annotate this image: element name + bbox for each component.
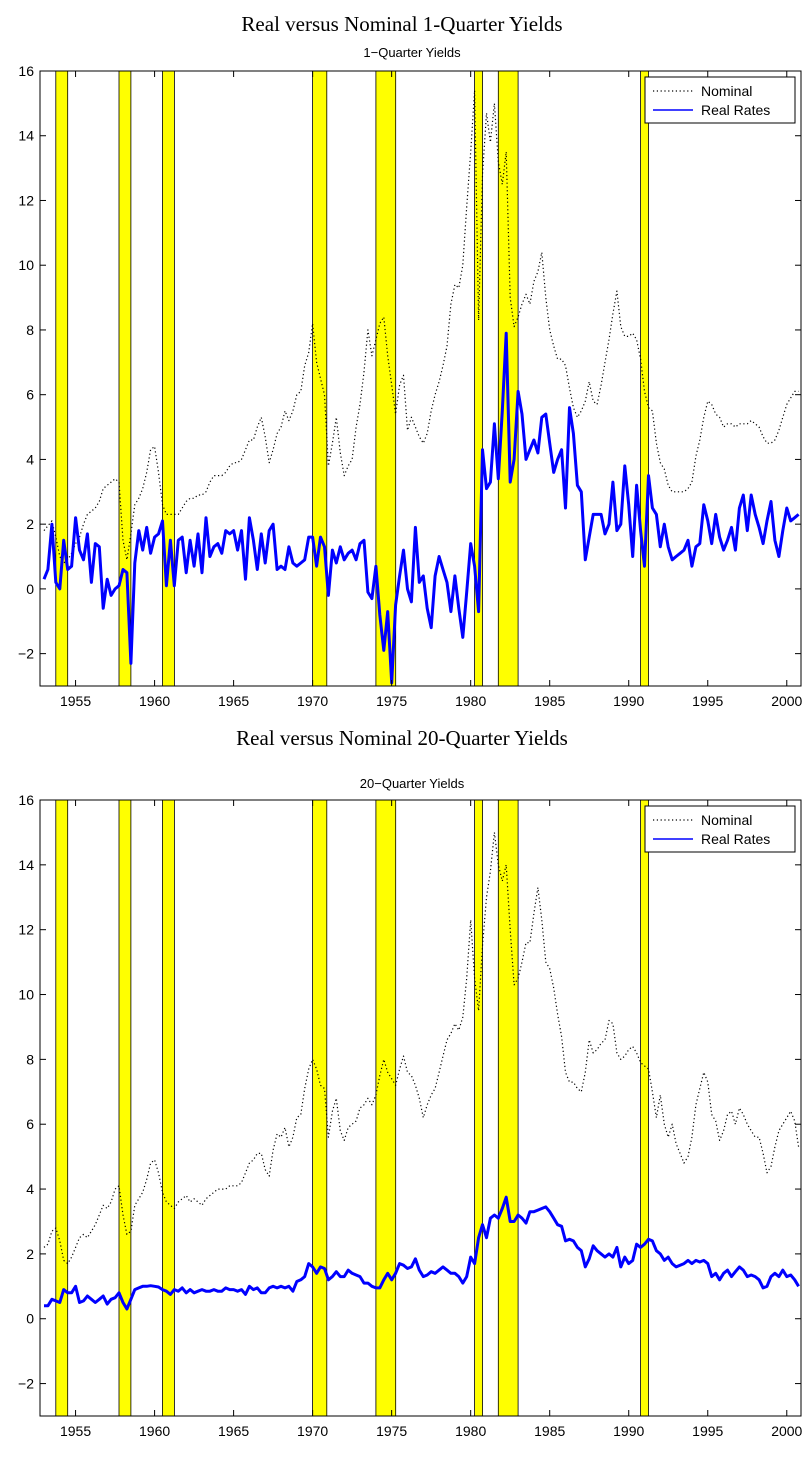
y-tick-label: 0 [26, 581, 34, 597]
x-tick-label: 1990 [613, 693, 644, 709]
recession-band [55, 70, 69, 687]
legend-label: Nominal [701, 83, 752, 99]
x-tick-label: 1965 [218, 1423, 249, 1439]
legend-label: Real Rates [701, 831, 770, 847]
panel-1-quarter: Real versus Nominal 1-Quarter Yields 1−Q… [18, 12, 803, 709]
x-tick-label: 2000 [771, 693, 802, 709]
panel-title: 1−Quarter Yields [363, 45, 461, 60]
legend-label: Real Rates [701, 102, 770, 118]
recession-band [118, 799, 132, 1417]
y-tick-label: 6 [26, 387, 34, 403]
x-tick-label: 1975 [376, 693, 407, 709]
plot-area [40, 71, 801, 686]
x-tick-label: 1970 [297, 693, 328, 709]
x-tick-label: 1960 [139, 693, 170, 709]
y-tick-label: 0 [26, 1311, 34, 1327]
axes-frame [39, 70, 802, 687]
y-tick-label: −2 [18, 1376, 34, 1392]
y-tick-label: 16 [18, 792, 34, 808]
plot-area [40, 800, 801, 1416]
x-tick-label: 1995 [692, 1423, 723, 1439]
recession-band [640, 70, 649, 687]
panel-20-quarter: Real versus Nominal 20-Quarter Yields 20… [18, 726, 803, 1439]
y-tick-label: 10 [18, 987, 34, 1003]
y-tick-label: 8 [26, 322, 34, 338]
x-tick-label: 1955 [60, 1423, 91, 1439]
recession-band [162, 70, 175, 687]
y-tick-label: 12 [18, 192, 34, 208]
legend: Nominal Real Rates [644, 805, 796, 853]
x-tick-label: 1970 [297, 1423, 328, 1439]
y-tick-label: 12 [18, 922, 34, 938]
x-tick-label: 1980 [455, 693, 486, 709]
recession-band [640, 799, 649, 1417]
y-tick-label: −2 [18, 646, 34, 662]
recession-band [312, 799, 328, 1417]
recession-band [162, 799, 175, 1417]
nominal-line [43, 831, 800, 1265]
x-tick-label: 2000 [771, 1423, 802, 1439]
recession-band [375, 799, 397, 1417]
y-tick-label: 2 [26, 1246, 34, 1262]
legend-label: Nominal [701, 812, 752, 828]
recession-band [312, 70, 328, 687]
x-tick-label: 1995 [692, 693, 723, 709]
legend-box [644, 76, 796, 124]
panel-title: 20−Quarter Yields [360, 776, 465, 791]
y-tick-label: 6 [26, 1116, 34, 1132]
x-tick-label: 1960 [139, 1423, 170, 1439]
x-tick-label: 1965 [218, 693, 249, 709]
suptitle: Real versus Nominal 20-Quarter Yields [236, 726, 568, 750]
y-tick-label: 4 [26, 1181, 34, 1197]
y-tick-label: 14 [18, 128, 34, 144]
x-tick-label: 1985 [534, 693, 565, 709]
x-tick-label: 1990 [613, 1423, 644, 1439]
y-tick-label: 2 [26, 516, 34, 532]
recession-band [497, 799, 519, 1417]
x-tick-label: 1985 [534, 1423, 565, 1439]
real-rates-line [42, 331, 800, 685]
recession-band [55, 799, 69, 1417]
recession-band [474, 799, 483, 1417]
y-tick-label: 8 [26, 1051, 34, 1067]
axes-frame [39, 799, 802, 1417]
legend: Nominal Real Rates [644, 76, 796, 124]
x-tick-label: 1975 [376, 1423, 407, 1439]
suptitle: Real versus Nominal 1-Quarter Yields [241, 12, 562, 36]
real-rates-line [44, 1195, 800, 1311]
x-tick-label: 1955 [60, 693, 91, 709]
y-tick-label: 10 [18, 257, 34, 273]
y-tick-label: 4 [26, 451, 34, 467]
x-tick-label: 1980 [455, 1423, 486, 1439]
legend-box [644, 805, 796, 853]
y-tick-label: 16 [18, 63, 34, 79]
y-tick-label: 14 [18, 857, 34, 873]
